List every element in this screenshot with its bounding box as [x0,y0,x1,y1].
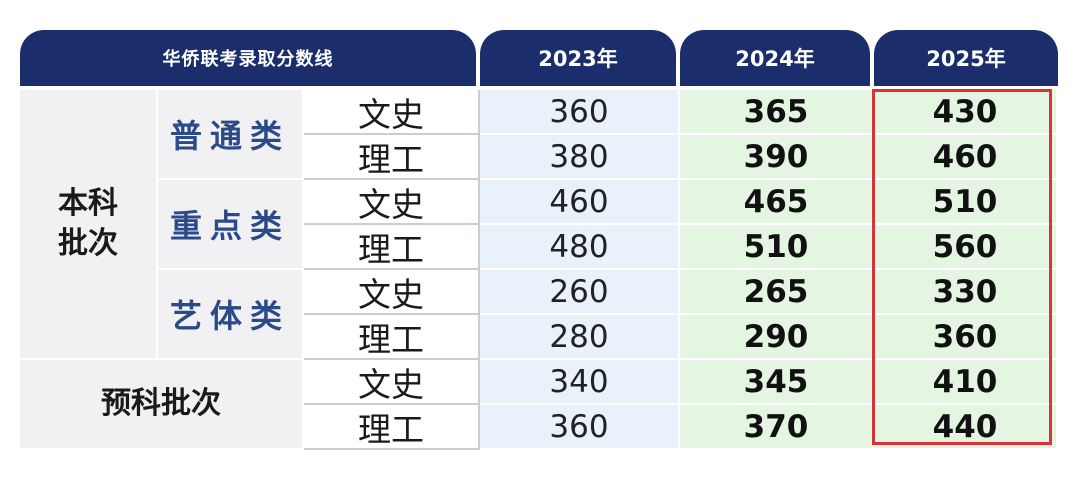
score-2025-cell: 410 [874,360,1058,405]
score-2025-cell: 440 [874,405,1058,450]
score-2024-cell: 390 [680,135,874,180]
score-2023-cell: 260 [480,270,680,315]
score-2024-cell: 345 [680,360,874,405]
group-label-line: 批次 [58,226,118,261]
score-2025-cell: 360 [874,315,1058,360]
score-2025-cell: 330 [874,270,1058,315]
row-category-cell: 理工 [304,135,480,180]
year-header-2023: 2023年 [480,30,676,86]
score-2023-cell: 460 [480,180,680,225]
score-2025-cell: 510 [874,180,1058,225]
group-label-preparatory: 预科批次 [20,360,304,450]
row-category-cell: 文史 [304,90,480,135]
row-category-cell: 理工 [304,315,480,360]
score-2025-cell: 460 [874,135,1058,180]
score-2024-cell: 290 [680,315,874,360]
row-category-cell: 文史 [304,180,480,225]
score-2024-cell: 510 [680,225,874,270]
year-header-2025: 2025年 [874,30,1058,86]
score-table: 华侨联考录取分数线 2023年 2024年 2025年 本科 批次 普通类 重点… [20,30,1058,450]
table-title-header: 华侨联考录取分数线 [20,30,476,86]
score-2024-cell: 370 [680,405,874,450]
year-header-2024: 2024年 [680,30,870,86]
score-2025-cell: 430 [874,90,1058,135]
score-2023-cell: 380 [480,135,680,180]
subgroup-label-regular: 普通类 [158,90,304,180]
score-2023-cell: 360 [480,90,680,135]
row-category-cell: 文史 [304,360,480,405]
score-2023-cell: 280 [480,315,680,360]
score-2025-cell: 560 [874,225,1058,270]
row-category-cell: 文史 [304,270,480,315]
score-2024-cell: 365 [680,90,874,135]
group-label-undergrad: 本科 批次 [20,90,158,360]
group-label-line: 本科 [58,186,118,221]
row-category-cell: 理工 [304,225,480,270]
subgroup-label-key: 重点类 [158,180,304,270]
subgroup-label-arts-sports: 艺体类 [158,270,304,360]
score-2024-cell: 465 [680,180,874,225]
score-2023-cell: 480 [480,225,680,270]
row-category-cell: 理工 [304,405,480,450]
score-2024-cell: 265 [680,270,874,315]
score-2023-cell: 360 [480,405,680,450]
score-2023-cell: 340 [480,360,680,405]
